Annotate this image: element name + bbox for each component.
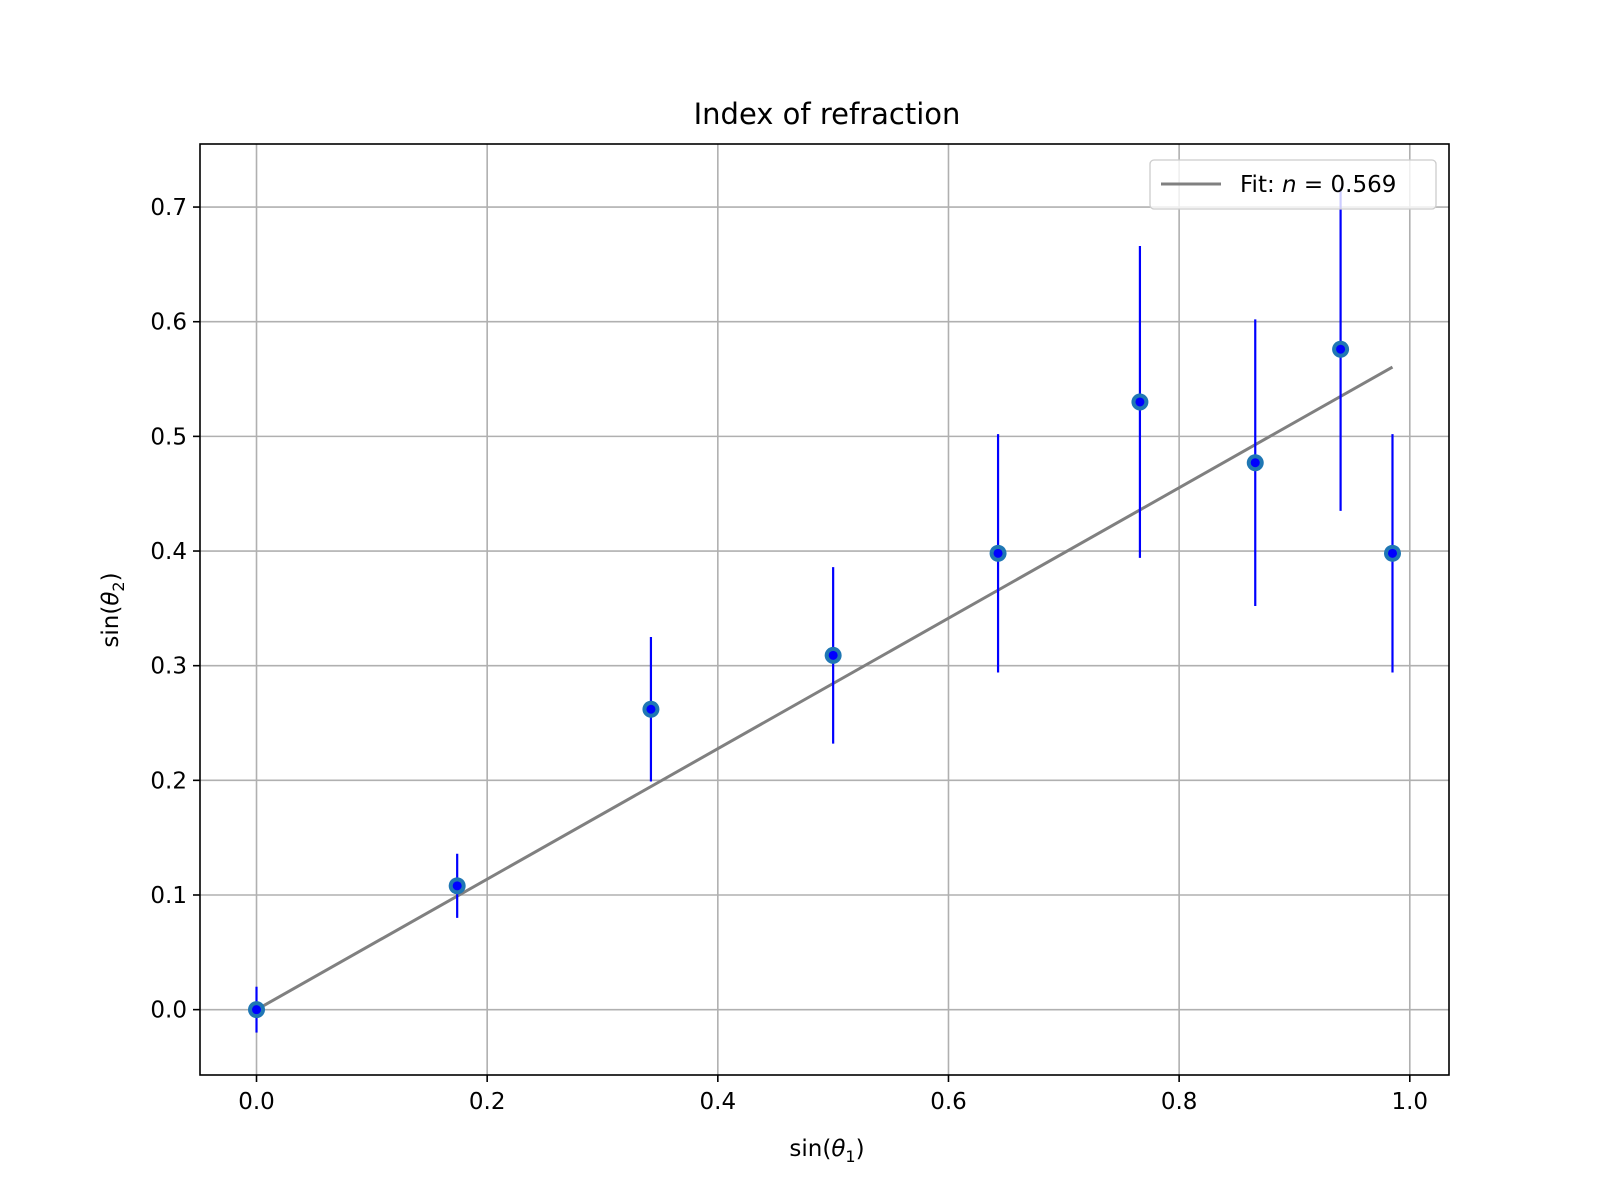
- x-label-subscript: 1: [845, 1147, 855, 1166]
- data-point-center: [993, 548, 1003, 558]
- data-point-center: [646, 704, 656, 714]
- y-axis-ticks: 0.0 0.1 0.2 0.3 0.4 0.5 0.6 0.7: [150, 195, 200, 1024]
- fit-line-group: [255, 365, 1394, 1011]
- x-label-suffix: ): [856, 1136, 865, 1162]
- y-tick-label: 0.0: [150, 998, 187, 1024]
- y-label-subscript: 2: [109, 581, 128, 591]
- y-label-suffix: ): [98, 572, 124, 581]
- data-point-center: [1387, 548, 1397, 558]
- fit-line: [255, 365, 1394, 1011]
- legend-label-var: n: [1282, 172, 1297, 198]
- x-tick-label: 0.6: [930, 1089, 967, 1115]
- x-tick-label: 0.2: [469, 1089, 506, 1115]
- plot-frame: [199, 143, 1450, 1076]
- data-point-center: [1250, 458, 1260, 468]
- y-tick-label: 0.5: [150, 424, 187, 450]
- x-axis-label: sin(θ1): [789, 1136, 864, 1166]
- y-tick-label: 0.4: [150, 539, 187, 565]
- y-tick-label: 0.3: [150, 654, 187, 680]
- x-tick-label: 0.8: [1161, 1089, 1198, 1115]
- data-point-center: [1135, 397, 1145, 407]
- data-point-center: [452, 881, 462, 891]
- legend-label-fit: Fit: n = 0.569: [1240, 172, 1396, 198]
- x-label-prefix: sin(: [789, 1136, 831, 1162]
- x-label-symbol: θ: [831, 1136, 845, 1162]
- data-point-center: [828, 650, 838, 660]
- y-label-symbol: θ: [98, 592, 124, 606]
- x-tick-label: 1.0: [1391, 1089, 1428, 1115]
- chart-title: Index of refraction: [694, 97, 961, 131]
- data-point-center: [252, 1005, 262, 1015]
- legend-label-value: = 0.569: [1297, 172, 1397, 198]
- y-tick-label: 0.2: [150, 768, 187, 794]
- y-tick-label: 0.1: [150, 883, 187, 909]
- x-axis-ticks: 0.0 0.2 0.4 0.6 0.8 1.0: [238, 1075, 1428, 1115]
- y-axis-label: sin(θ2): [98, 572, 128, 647]
- legend-box: [1149, 159, 1437, 210]
- y-tick-label: 0.6: [150, 310, 187, 336]
- x-tick-label: 0.4: [700, 1089, 737, 1115]
- x-tick-label: 0.0: [238, 1089, 275, 1115]
- legend-label-prefix: Fit:: [1240, 172, 1282, 198]
- legend: Fit: n = 0.569: [1149, 159, 1437, 210]
- y-label-prefix: sin(: [98, 606, 124, 648]
- data-points: [248, 340, 1401, 1019]
- data-point-center: [1336, 344, 1346, 354]
- grid: [200, 144, 1449, 1075]
- y-tick-label: 0.7: [150, 195, 187, 221]
